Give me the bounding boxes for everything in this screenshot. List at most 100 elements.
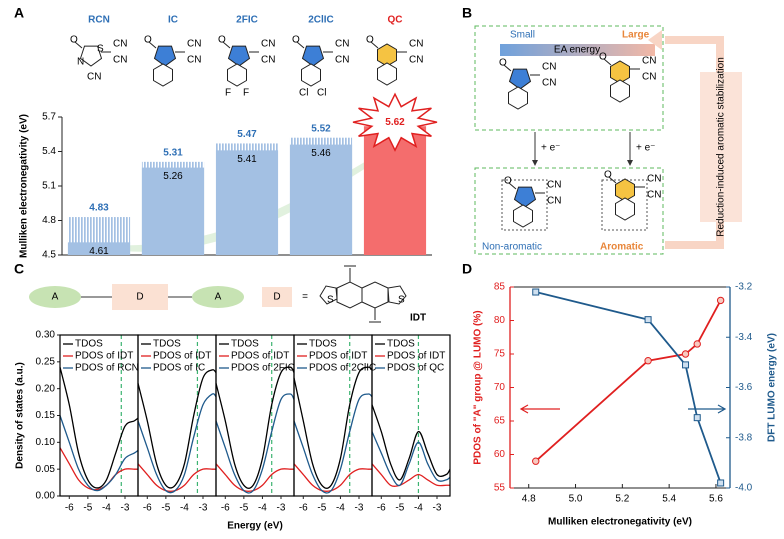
axis-arrow [688,404,727,414]
x-tick-label: -4 [414,503,423,514]
ring [79,45,103,67]
label: IDT [410,313,426,324]
y-tick-label: 75 [494,349,506,360]
bar-inner [67,242,131,255]
x-tick-label: -6 [377,503,386,514]
y-tick-label: 0.05 [36,464,56,475]
legend-label: TDOS [75,339,103,350]
atom: O [504,176,512,187]
y-tick-label: 0.00 [36,491,56,502]
donor [112,284,168,310]
atom: CN [409,55,423,66]
dos-curve [137,463,216,492]
x-axis-title: Energy (eV) [227,521,283,532]
dos-curve [215,366,295,489]
atom: S [97,44,104,55]
y-tick-label: 0.20 [36,383,56,394]
ring [615,197,635,221]
category-label: 2FIC [236,15,258,26]
atom: CN [113,39,127,50]
x-tick-label: -4 [258,503,267,514]
inner-value-label: 4.61 [89,246,109,257]
dos-curve [137,369,217,489]
legend-label: PDOS of 2FIC [231,363,295,374]
legend-label: PDOS of IC [153,363,205,374]
legend-label: TDOS [387,339,415,350]
molecule: O CN CN [499,58,556,110]
atom: S [398,295,405,306]
atom: CN [409,39,423,50]
legend-label: TDOS [153,339,181,350]
label: + e⁻ [541,143,560,154]
x-tick-label: 5.2 [615,494,629,505]
atom: CN [542,78,556,89]
x-tick-label: -3 [121,503,130,514]
inner-value-label: 5.41 [237,154,257,165]
y-tick-label: 65 [494,416,506,427]
bond [74,41,83,49]
label: Large [622,30,650,41]
label: A [215,292,222,303]
marker [644,357,652,365]
arrow-head [532,160,538,166]
atom: O [218,35,226,46]
bar-inner [215,150,279,255]
axis-arrow [519,404,560,414]
marker [681,350,690,358]
dos-curve [59,447,138,491]
label: Small [510,30,535,41]
legend-label: PDOS of 2ClIC [309,363,376,374]
scheme: A D A D = S S IDT [29,265,426,324]
atom: O [499,58,507,69]
value-label: 5.31 [163,147,183,158]
marker [644,316,652,324]
ring [610,79,630,103]
bar-inner [141,167,205,255]
y-tick-label: 70 [494,382,506,393]
atom: CN [647,174,661,185]
value-label: 5.62 [385,117,405,128]
atom: CN [542,62,556,73]
atom: CN [261,39,275,50]
category-label: IC [168,15,178,26]
box [474,167,664,255]
ring [513,186,537,208]
y-tick-label: 85 [494,282,506,293]
y2-axis-title: DFT LUMO energy (eV) [767,333,778,442]
acceptor [29,286,81,308]
atom: CN [642,56,656,67]
ring [508,86,528,110]
bond [222,41,231,49]
atom: O [144,35,152,46]
dos-curve [371,431,451,487]
atom: CN [642,72,656,83]
x-tick-label: 5.0 [569,494,583,505]
molecule: O CN CN [599,52,656,103]
dos-curve [215,463,294,492]
x-tick-label: 5.6 [709,494,723,505]
dos-curve [371,404,451,481]
bracket [501,179,548,231]
value-label: 4.83 [89,203,109,214]
acceptor [192,286,244,308]
y-tick-label: 5.1 [42,181,56,192]
molecule: O CN CN [366,35,423,86]
category-label: RCN [88,15,110,26]
y2-tick-label: -3.2 [735,282,753,293]
bond [508,182,517,190]
y2-tick-label: -3.8 [735,432,753,443]
value-label: 5.52 [311,123,331,134]
y-tick-label: 5.4 [42,146,56,157]
y-tick-label: 55 [494,483,506,494]
ring [513,204,533,228]
atom: F [243,88,249,99]
marker [532,288,540,296]
ring [227,45,251,67]
atom: CN [335,39,349,50]
label: D [136,292,143,303]
legend-label: PDOS of IDT [309,351,367,362]
dos-curve [293,463,372,492]
ring [301,63,321,87]
y2-tick-label: -4.0 [735,483,753,494]
